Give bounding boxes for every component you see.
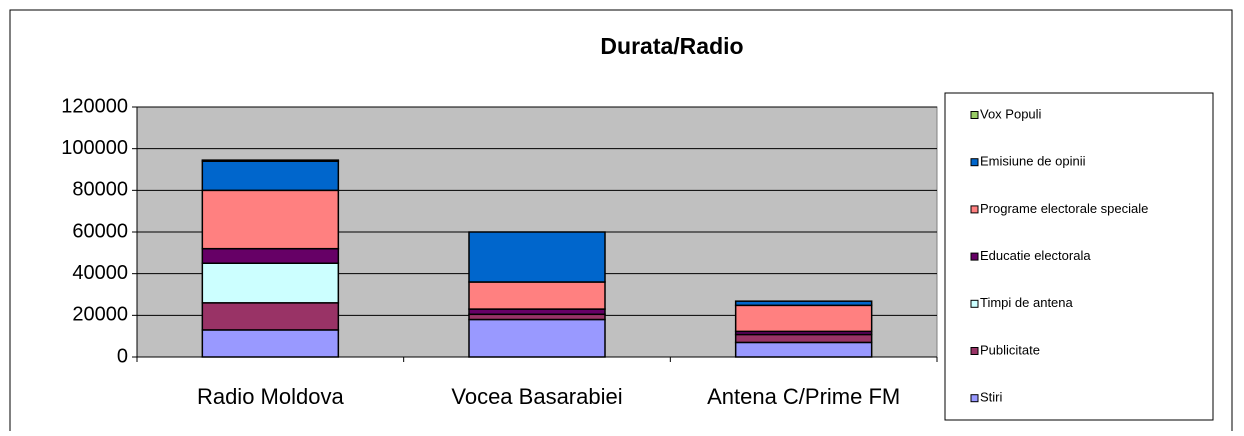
y-tick-label: 20000 — [72, 304, 128, 326]
bar-segment — [468, 231, 606, 283]
legend-label: Programe electorale speciale — [980, 201, 1148, 216]
bar-segment — [734, 304, 873, 333]
y-tick-label: 80000 — [72, 179, 128, 201]
y-tick-label: 60000 — [72, 220, 128, 242]
bar-segment — [201, 189, 340, 250]
legend-label: Publicitate — [980, 342, 1040, 357]
bar-segment — [468, 308, 606, 316]
legend-swatch — [970, 205, 979, 214]
legend-label: Timpi de antena — [980, 295, 1074, 310]
legend-swatch — [970, 158, 979, 167]
bar-segment — [734, 333, 873, 344]
bar-segment — [201, 160, 340, 192]
legend-swatch — [970, 299, 979, 308]
legend-swatch — [970, 394, 979, 403]
bar-segment — [201, 302, 340, 331]
legend-label: Emisiune de opinii — [980, 154, 1086, 169]
legend-box — [944, 92, 1214, 421]
y-tick-label: 0 — [117, 345, 128, 367]
y-tick-label: 100000 — [61, 137, 128, 159]
x-tick-label: Vocea Basarabiei — [451, 384, 622, 409]
chart-title: Durata/Radio — [600, 33, 743, 59]
y-tick-label: 120000 — [61, 95, 128, 117]
bar-segment — [734, 341, 873, 358]
bar-segment — [201, 329, 340, 358]
bar-segment — [201, 247, 340, 265]
bar-segment — [468, 318, 606, 358]
legend-swatch — [970, 111, 979, 119]
x-tick-label: Antena C/Prime FM — [707, 384, 900, 409]
bar-segment — [468, 313, 606, 321]
legend-label: Educatie electorala — [980, 248, 1091, 263]
bar-segment — [734, 300, 873, 307]
x-tick-label: Radio Moldova — [197, 384, 345, 409]
bar-segment — [201, 262, 340, 304]
bar-segment — [201, 159, 340, 162]
bar-segment — [468, 281, 606, 310]
legend-label: Vox Populi — [980, 106, 1042, 121]
y-tick-label: 40000 — [72, 262, 128, 284]
legend-swatch — [970, 347, 979, 355]
legend-label: Stiri — [980, 390, 1003, 405]
legend-swatch — [970, 252, 979, 261]
